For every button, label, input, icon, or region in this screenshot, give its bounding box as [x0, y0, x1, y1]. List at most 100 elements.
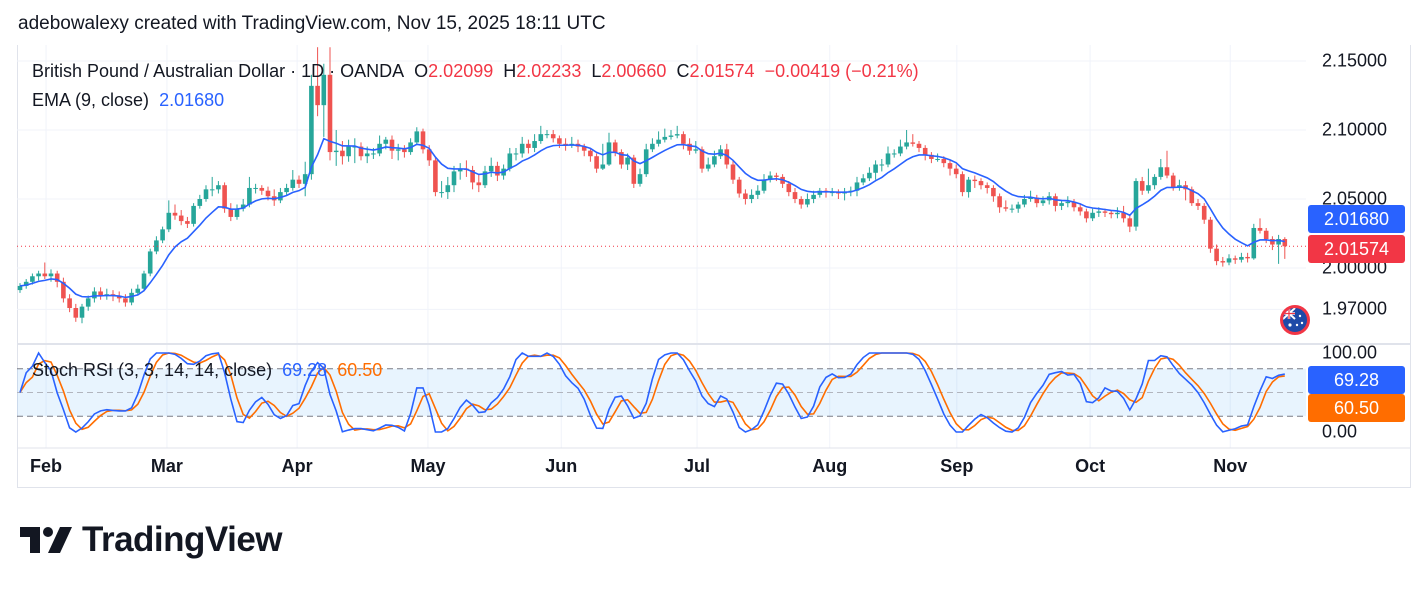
candle	[916, 141, 922, 153]
candle-body	[203, 189, 209, 199]
symbol-title[interactable]: British Pound / Australian Dollar · 1D ·…	[32, 61, 405, 81]
candle-body	[1214, 248, 1219, 262]
candle	[798, 196, 804, 209]
candle-body	[1090, 212, 1095, 219]
candle	[296, 175, 302, 188]
month-label: Sep	[940, 456, 974, 476]
candle-body	[209, 189, 215, 191]
candle-body	[879, 164, 885, 166]
candle-body	[1115, 212, 1120, 215]
candle-body	[724, 149, 730, 165]
candle-body	[1282, 239, 1288, 247]
stoch-k-tag: 69.28	[1308, 366, 1405, 394]
candle-body	[953, 168, 959, 175]
candle-body	[402, 149, 407, 153]
candle-body	[247, 187, 252, 205]
candle	[123, 294, 128, 307]
candle	[1232, 255, 1238, 264]
candle-body	[588, 150, 593, 157]
close-value: 2.01574	[689, 61, 755, 81]
candle-body	[960, 174, 965, 193]
candle-body	[185, 221, 190, 224]
candle	[1183, 181, 1188, 201]
tradingview-logo[interactable]: TradingView	[20, 520, 283, 560]
candle-body	[1139, 181, 1145, 191]
chart-credit: adebowalexy created with TradingView.com…	[18, 13, 606, 34]
candle	[650, 138, 655, 153]
candle-body	[817, 190, 823, 195]
candle	[495, 161, 500, 182]
candle	[73, 303, 79, 322]
candle-body	[284, 187, 289, 193]
candle	[1071, 199, 1077, 212]
price-tick-label: 2.10000	[1322, 119, 1388, 140]
candle	[532, 134, 537, 153]
candle	[978, 178, 984, 190]
candle-body	[687, 143, 692, 151]
candle-body	[364, 153, 370, 157]
candle	[147, 248, 153, 277]
candle-body	[643, 149, 649, 175]
candle	[290, 170, 296, 191]
candle-body	[904, 142, 909, 147]
candle-body	[389, 139, 395, 151]
candle	[23, 279, 29, 289]
candle	[668, 130, 674, 140]
candle-body	[73, 308, 79, 318]
candle-body	[1077, 207, 1083, 212]
legend-stoch[interactable]: Stoch RSI (3, 3, 14, 14, close) 69.28 60…	[32, 360, 382, 381]
candle	[79, 303, 85, 324]
candle-body	[712, 156, 717, 165]
candle-body	[1164, 167, 1170, 176]
candle	[984, 182, 990, 194]
candle	[1201, 203, 1207, 224]
stoch-tick-100: 100.00	[1322, 342, 1378, 363]
candle-body	[761, 179, 767, 191]
candle	[1239, 252, 1244, 263]
candle	[612, 139, 618, 157]
candle-body	[259, 187, 265, 191]
candle-body	[426, 149, 432, 161]
month-label: Jun	[545, 456, 578, 476]
candle-body	[972, 179, 978, 182]
candle	[736, 176, 742, 198]
candle-body	[550, 134, 556, 139]
grid	[17, 45, 1411, 449]
candle	[1090, 208, 1095, 222]
candle-body	[1127, 218, 1133, 227]
candle	[569, 136, 575, 148]
high-value: 2.02233	[516, 61, 582, 81]
candle-body	[42, 273, 48, 277]
ema-line	[19, 137, 1285, 299]
change-value: −0.00419 (−0.21%)	[764, 61, 919, 81]
legend-ema[interactable]: EMA (9, close) 2.01680	[32, 90, 224, 111]
candle	[805, 193, 810, 208]
candle	[879, 158, 885, 172]
candle	[997, 193, 1002, 213]
candle	[457, 163, 463, 180]
tradingview-logo-icon	[20, 527, 72, 553]
candle	[178, 210, 184, 226]
candle	[414, 127, 420, 146]
candle-body	[79, 306, 85, 318]
low-label: L	[591, 61, 602, 81]
candle	[662, 128, 668, 143]
candle-body	[1040, 200, 1046, 204]
candle-body	[1257, 227, 1263, 231]
candle-body	[860, 178, 866, 183]
logo-text: TradingView	[82, 520, 283, 559]
candle-body	[668, 135, 674, 137]
candle	[1003, 200, 1009, 212]
candle	[550, 130, 556, 143]
candle-body	[600, 164, 606, 169]
open-value: 2.02099	[428, 61, 494, 81]
month-label: Oct	[1075, 456, 1106, 476]
candle	[209, 176, 215, 197]
candle	[929, 152, 934, 164]
candle-body	[922, 147, 928, 155]
candle	[203, 185, 209, 202]
candle-body	[625, 157, 630, 165]
candle-body	[160, 229, 165, 241]
ema-value: 2.01680	[159, 90, 225, 110]
